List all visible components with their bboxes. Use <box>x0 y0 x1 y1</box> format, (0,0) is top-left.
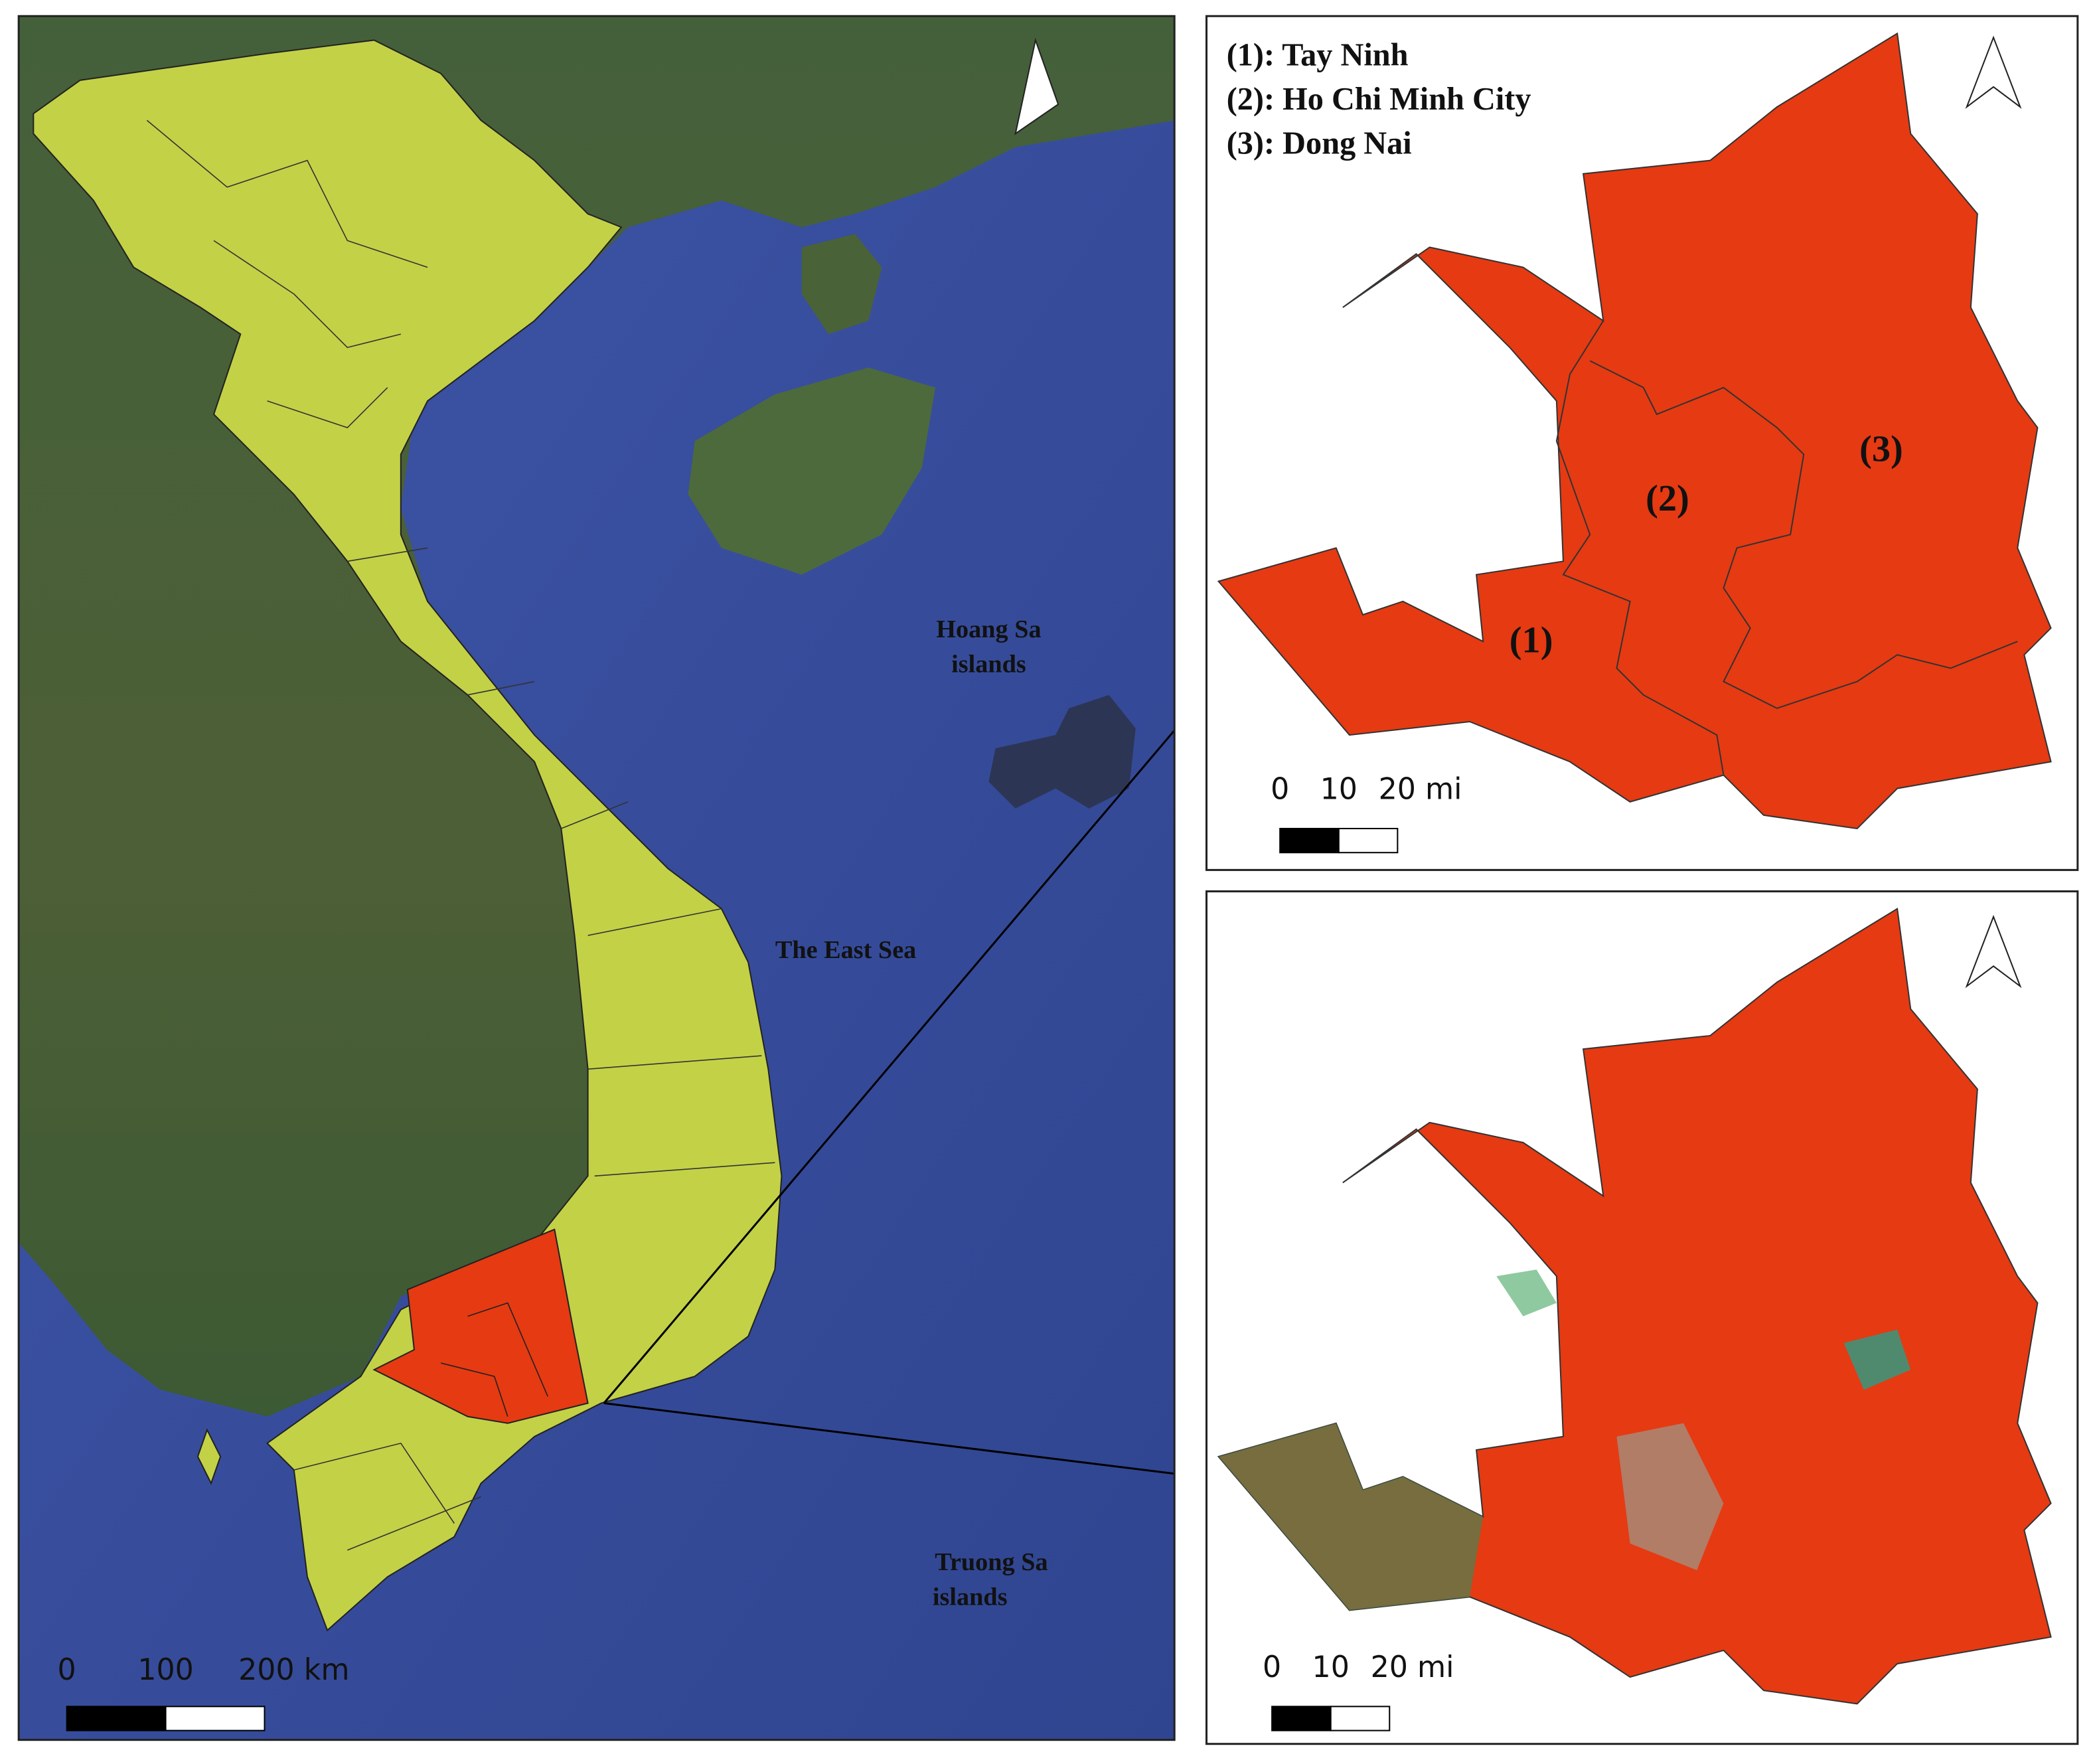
truong-sa-label: Truong Sa <box>935 1548 1048 1576</box>
legend-item: (2): Ho Chi Minh City <box>1227 82 1531 117</box>
region-label: (3) <box>1859 428 1903 469</box>
scale-bar <box>66 1706 167 1731</box>
lake <box>1843 1329 1911 1390</box>
vietnam <box>33 39 783 1632</box>
north-arrow <box>1014 37 1059 135</box>
study-area <box>372 1228 589 1424</box>
scale-label: 20 mi <box>1379 773 1462 807</box>
hoang-sa-label: islands <box>951 650 1026 678</box>
admin-inset: (1): Tay Ninh (2): Ho Chi Minh City (3):… <box>1205 15 2079 871</box>
scale-label: 0 <box>58 1653 76 1687</box>
island <box>196 1428 222 1485</box>
legend-item: (3): Dong Nai <box>1227 126 1412 161</box>
sea-label: The East Sea <box>775 936 916 964</box>
satellite-inset: 0 10 20 mi <box>1205 890 2079 1745</box>
scale-label: 0 <box>1271 773 1289 807</box>
north-arrow <box>1965 915 2022 989</box>
north-arrow <box>1965 35 2022 110</box>
urban-area <box>1616 1423 1724 1571</box>
hainan <box>688 367 935 575</box>
main-frame <box>17 15 1176 1741</box>
arrow <box>603 728 1175 1404</box>
region-label: (2) <box>1646 478 1689 519</box>
truong-sa-label: islands <box>933 1583 1008 1611</box>
scale-bar <box>1271 1706 1332 1731</box>
scale-label: 10 <box>1312 1650 1350 1684</box>
province-borders <box>146 120 775 1551</box>
satellite-image <box>1217 908 2052 1705</box>
study-borders <box>441 1302 548 1417</box>
scale-label: 0 <box>1263 1650 1281 1684</box>
province-borders <box>1555 320 2018 775</box>
region-label: (1) <box>1510 619 1553 661</box>
arrow <box>603 1402 1175 1475</box>
scale-bar <box>1338 827 1399 854</box>
scale-label: 20 mi <box>1371 1650 1454 1684</box>
scale-label: 100 <box>137 1653 193 1687</box>
scale-bar <box>1279 827 1340 854</box>
legend-item: (1): Tay Ninh <box>1227 38 1409 73</box>
farmland <box>1218 1423 1484 1611</box>
main-map: The East Sea Hoang Sa islands Truong Sa … <box>19 16 1175 1740</box>
scale-bar <box>1330 1706 1391 1731</box>
study-area <box>1217 32 2052 830</box>
hoang-sa-islands <box>988 694 1136 809</box>
peninsula <box>801 234 882 335</box>
scale-bar <box>165 1706 266 1731</box>
lake <box>1496 1269 1557 1317</box>
scale-label: 200 km <box>238 1653 349 1687</box>
hoang-sa-label: Hoang Sa <box>936 615 1041 643</box>
scale-label: 10 <box>1320 773 1358 807</box>
